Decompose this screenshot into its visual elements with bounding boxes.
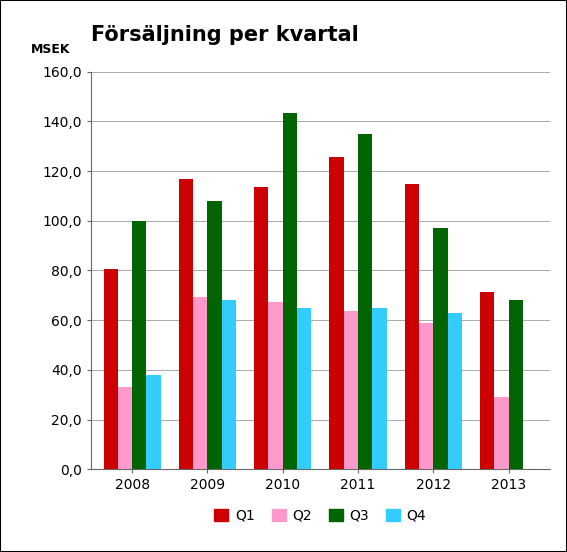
Bar [179,179,193,469]
Bar [373,307,387,469]
Bar [222,300,236,469]
Bar [494,397,509,469]
Bar [419,322,433,469]
Bar [480,291,494,469]
Bar [118,388,132,469]
Bar [104,269,118,469]
Text: MSEK: MSEK [31,43,70,56]
Bar [358,134,373,469]
Bar [254,187,268,469]
Bar [297,307,311,469]
Bar [509,300,523,469]
Bar [447,312,462,469]
Bar [329,157,344,469]
Bar [344,311,358,469]
Bar [146,375,160,469]
Bar [208,201,222,469]
Bar [268,301,283,469]
Bar [193,296,208,469]
Bar [433,228,447,469]
Bar [283,113,297,469]
Text: Försäljning per kvartal: Försäljning per kvartal [91,25,358,45]
Legend: Q1, Q2, Q3, Q4: Q1, Q2, Q3, Q4 [208,502,433,530]
Bar [405,183,419,469]
Bar [132,221,146,469]
